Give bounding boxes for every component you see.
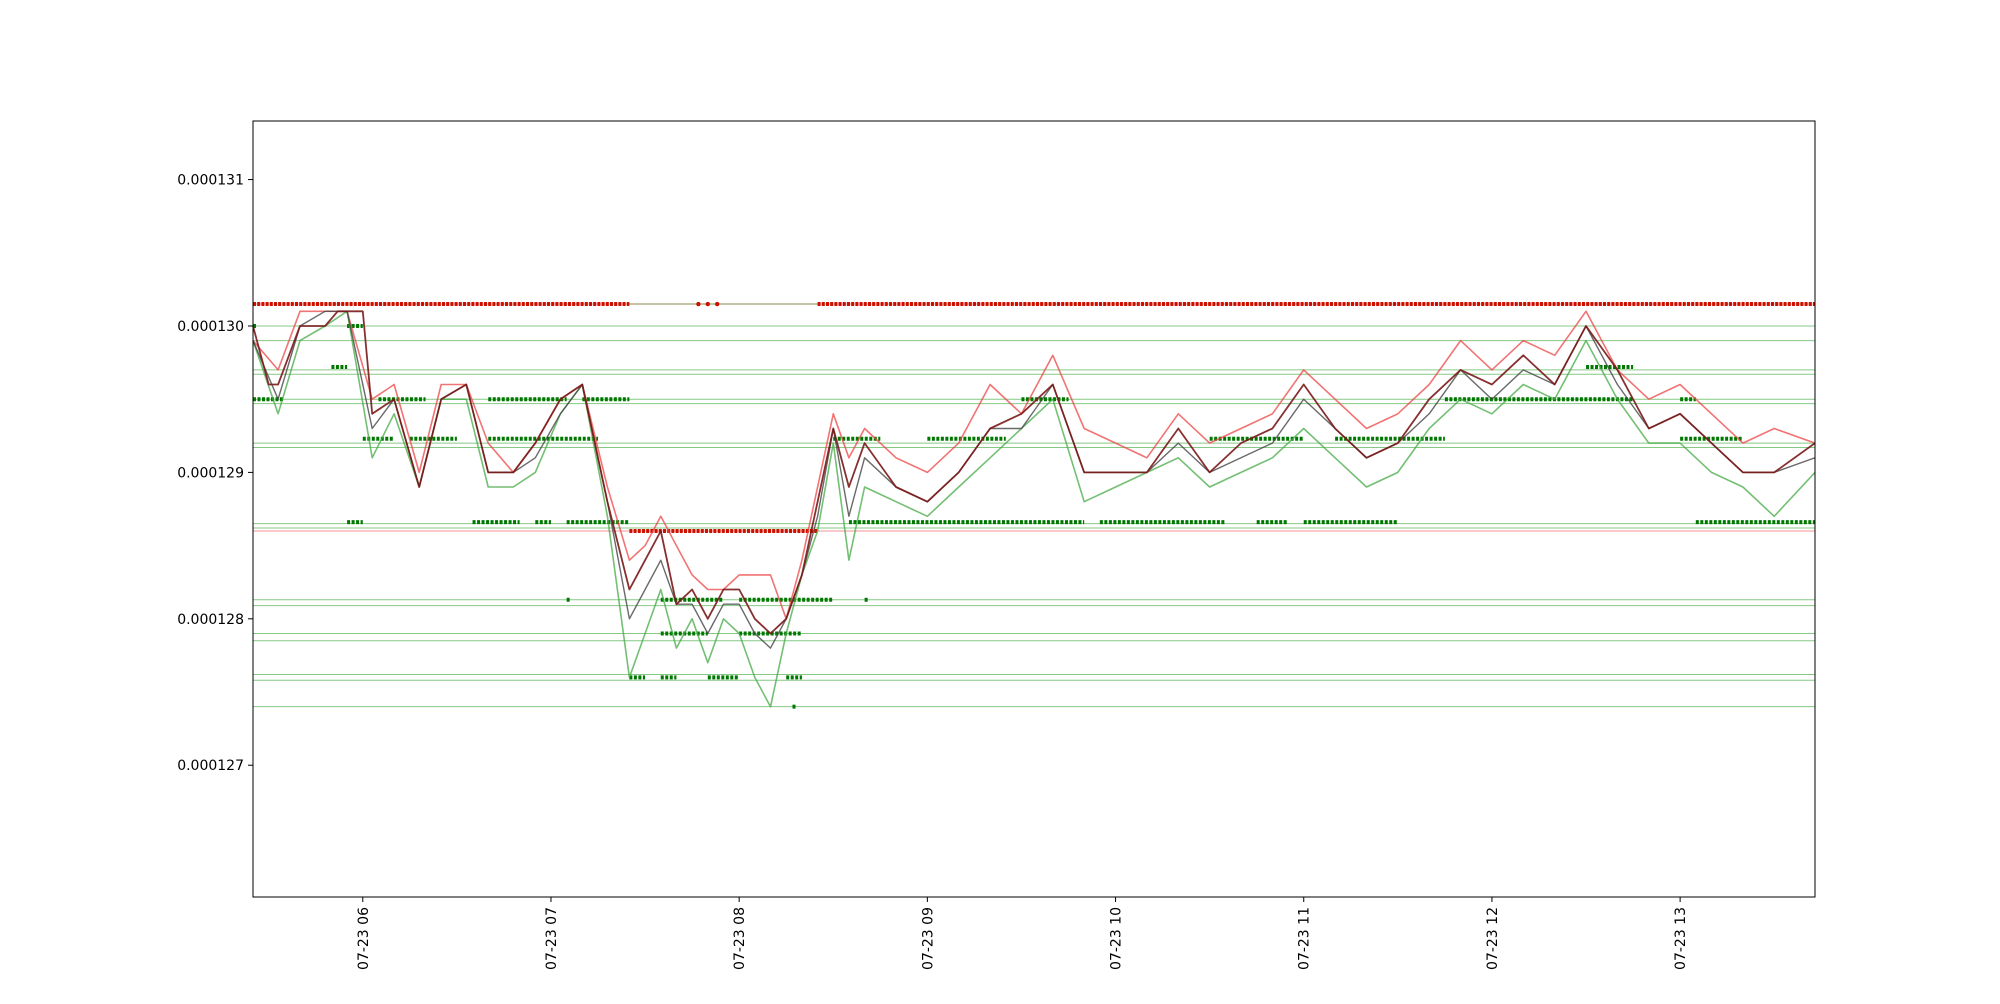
x-tick-label: 07-23 08	[732, 907, 748, 970]
x-tick-label: 07-23 07	[544, 907, 560, 970]
sell-level-marker	[705, 301, 710, 307]
x-tick-label: 07-23 13	[1673, 907, 1689, 970]
bid-series-line	[253, 310, 1815, 708]
sell-level-marker	[696, 301, 701, 307]
close-series-line	[253, 310, 1815, 635]
plot-frame	[252, 120, 1816, 898]
y-axis: 0.000127 0.000128 0.000129 0.000130 0.000131	[177, 173, 253, 774]
x-tick-label: 07-23 10	[1109, 907, 1125, 970]
mid-series-line	[253, 310, 1815, 649]
sell-level-marker	[715, 301, 720, 307]
y-tick-label: 0.000131	[177, 173, 244, 189]
horizontal-levels	[253, 303, 1815, 708]
price-series	[253, 310, 1815, 708]
level-markers	[253, 301, 1815, 709]
ask-series-line	[253, 310, 1815, 620]
x-tick-label: 07-23 12	[1485, 907, 1501, 970]
x-tick-label: 07-23 11	[1297, 907, 1313, 970]
x-tick-label: 07-23 06	[356, 907, 372, 970]
x-tick-label: 07-23 09	[920, 907, 936, 970]
y-tick-label: 0.000127	[177, 758, 244, 774]
x-axis: 07-23 06 07-23 07 07-23 08 07-23 09 07-23 10…	[356, 897, 1689, 970]
y-tick-label: 0.000129	[177, 465, 244, 481]
y-tick-label: 0.000130	[177, 319, 244, 335]
y-tick-label: 0.000128	[177, 612, 244, 628]
